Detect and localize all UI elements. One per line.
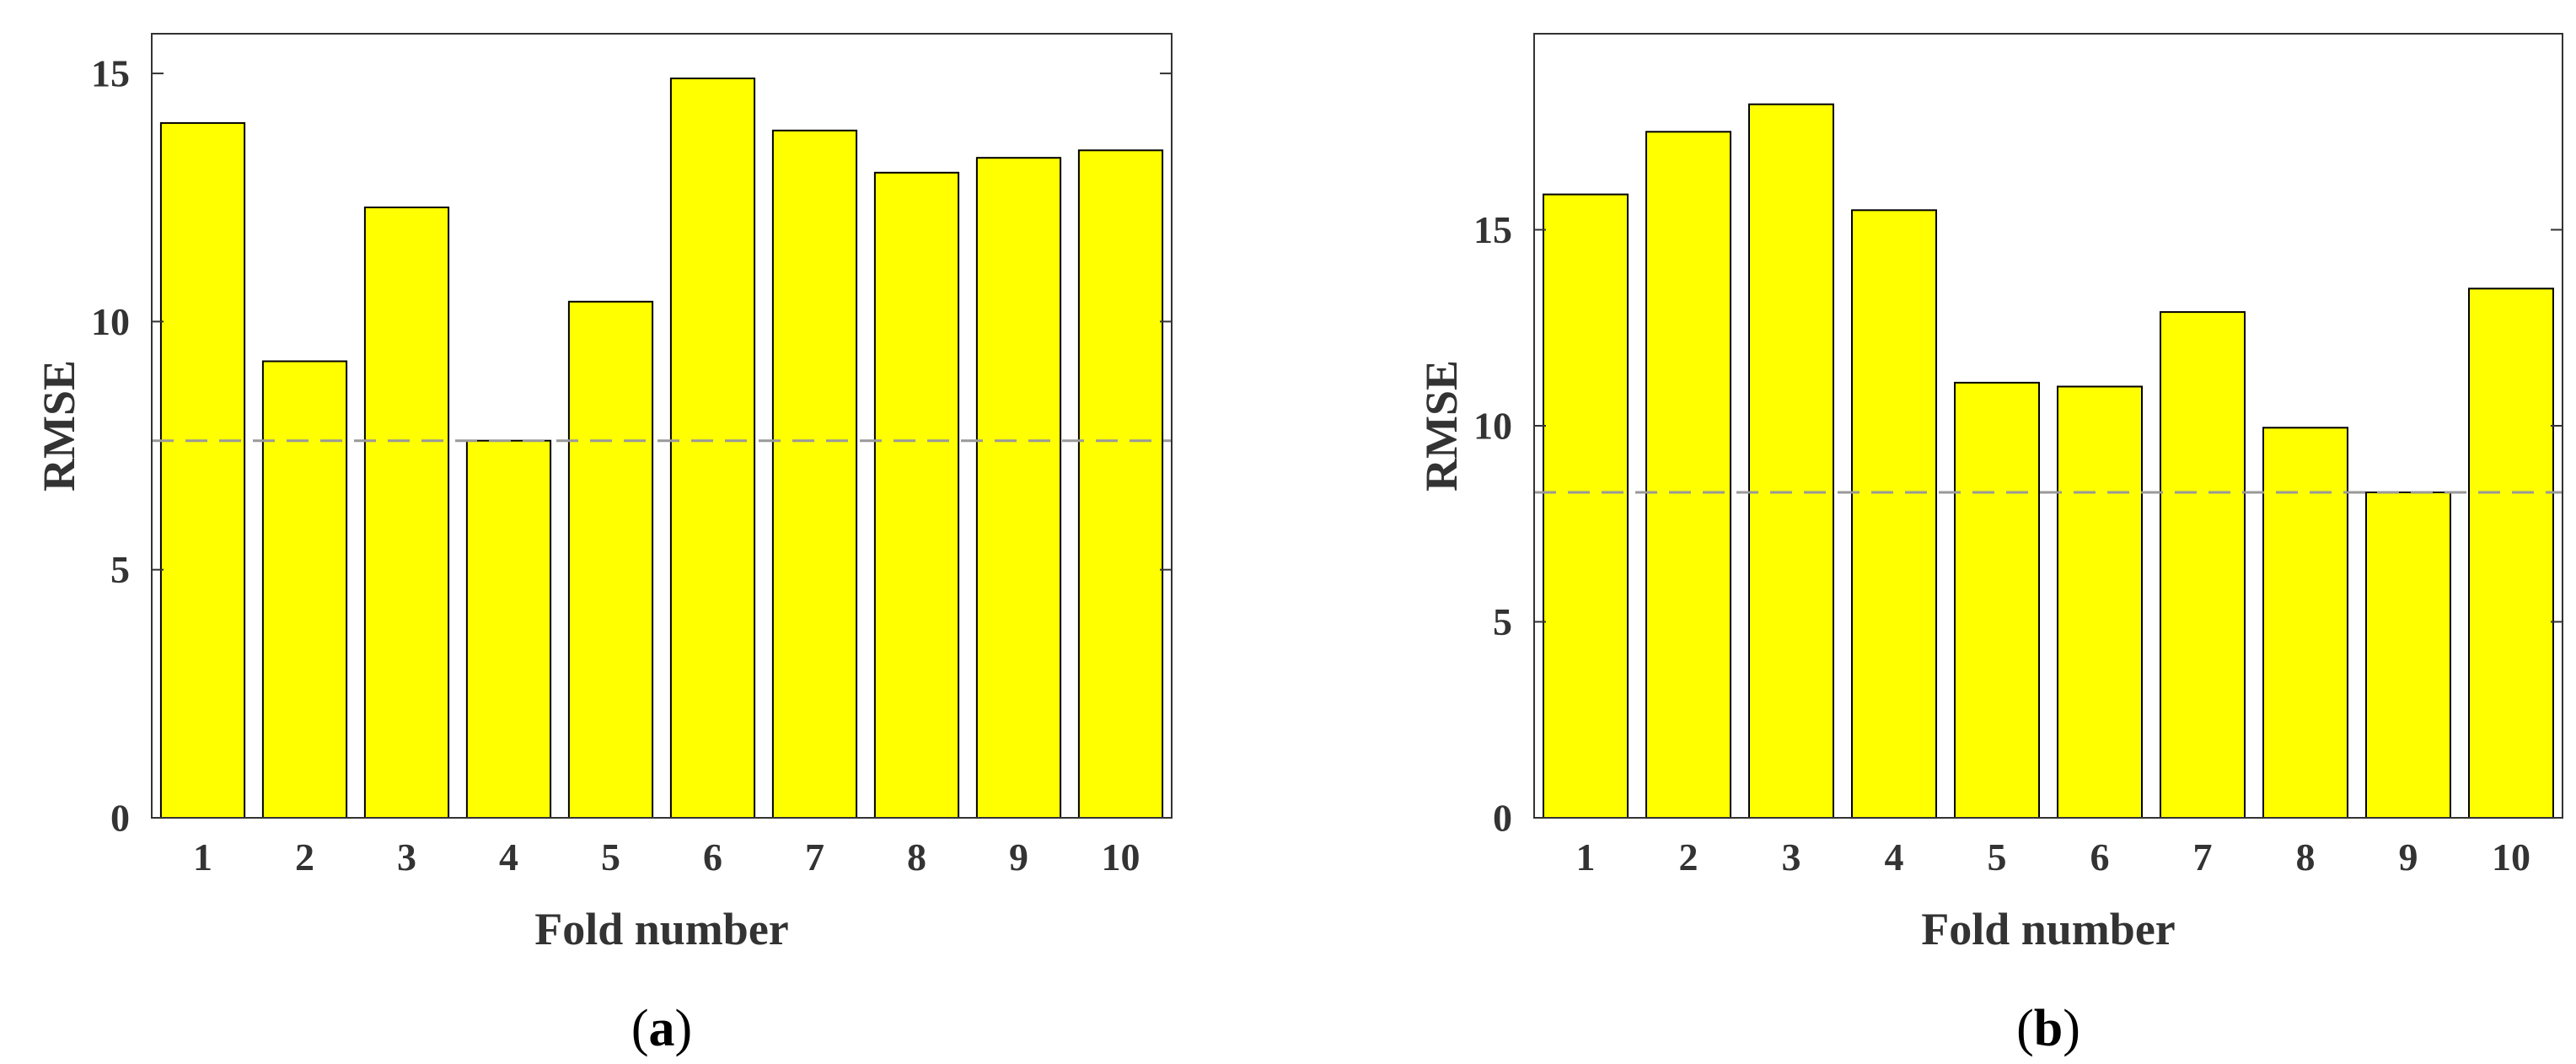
bar-fold-10	[2468, 287, 2554, 819]
bar-fold-6	[669, 78, 756, 819]
bar-fold-5	[567, 300, 654, 819]
x-tick-label: 5	[1988, 836, 2007, 879]
x-tick-label: 1	[1576, 836, 1596, 879]
bar-fold-1	[1543, 193, 1629, 819]
x-tick-label: 2	[295, 836, 314, 879]
x-tick-label: 7	[805, 836, 824, 879]
x-tick-label: 4	[499, 836, 518, 879]
bar-fold-5	[1954, 381, 2040, 819]
x-tick-label: 9	[1009, 836, 1028, 879]
y-axis-label: RMSE	[1416, 360, 1467, 492]
x-tick-label: 6	[2090, 836, 2110, 879]
x-tick-label: 10	[2492, 836, 2530, 879]
x-tick-label: 3	[397, 836, 416, 879]
x-tick-label: 7	[2193, 836, 2213, 879]
x-tick-label: 2	[1679, 836, 1699, 879]
panel-label: (b)	[2016, 1000, 2080, 1057]
bar-fold-9	[2365, 492, 2451, 819]
x-tick-label: 6	[703, 836, 722, 879]
y-tick-label: 10	[1473, 405, 1512, 448]
bar-fold-7	[2160, 311, 2246, 819]
x-tick-label: 9	[2399, 836, 2418, 879]
x-axis-label: Fold number	[1921, 904, 2176, 954]
bar-fold-9	[975, 157, 1062, 819]
y-tick-label: 15	[91, 52, 130, 95]
bar-fold-3	[363, 207, 450, 819]
x-tick-label: 1	[193, 836, 212, 879]
x-tick-label: 3	[1782, 836, 1801, 879]
bar-fold-4	[1851, 209, 1937, 819]
y-tick-label: 0	[1493, 797, 1512, 840]
bar-fold-7	[771, 129, 858, 819]
bar-fold-8	[2262, 427, 2348, 819]
bar-fold-2	[1645, 131, 1731, 819]
bar-fold-10	[1077, 149, 1164, 819]
x-tick-label: 10	[1102, 836, 1140, 879]
y-tick-label: 5	[110, 548, 130, 591]
chart-panel-b: 0 5 10 15 1 2 3 4 5 6 7 8 9 10 Fold number RMSE (b)	[1416, 33, 2563, 1057]
y-axis-label: RMSE	[34, 360, 84, 492]
bar-fold-4	[465, 439, 552, 819]
y-tick-label: 15	[1473, 208, 1512, 251]
bar-fold-6	[2057, 385, 2143, 819]
y-tick-label: 5	[1493, 600, 1512, 643]
bar-fold-2	[261, 360, 348, 819]
panel-label: (a)	[631, 1000, 692, 1057]
bar-fold-3	[1748, 103, 1834, 819]
x-tick-label: 5	[601, 836, 620, 879]
plot-frame	[151, 33, 1173, 819]
x-tick-label: 8	[2296, 836, 2316, 879]
bar-fold-1	[159, 121, 246, 819]
x-tick-label: 8	[907, 836, 926, 879]
y-tick-label: 10	[91, 300, 130, 343]
bar-fold-8	[873, 171, 960, 819]
y-tick-label: 0	[110, 797, 130, 840]
x-axis-label: Fold number	[534, 904, 789, 954]
x-tick-label: 4	[1885, 836, 1904, 879]
chart-panel-a: 0 5 10 15 1 2 3 4 5 6 7 8 9 10 Fold number RMSE (a)	[34, 33, 1173, 1057]
